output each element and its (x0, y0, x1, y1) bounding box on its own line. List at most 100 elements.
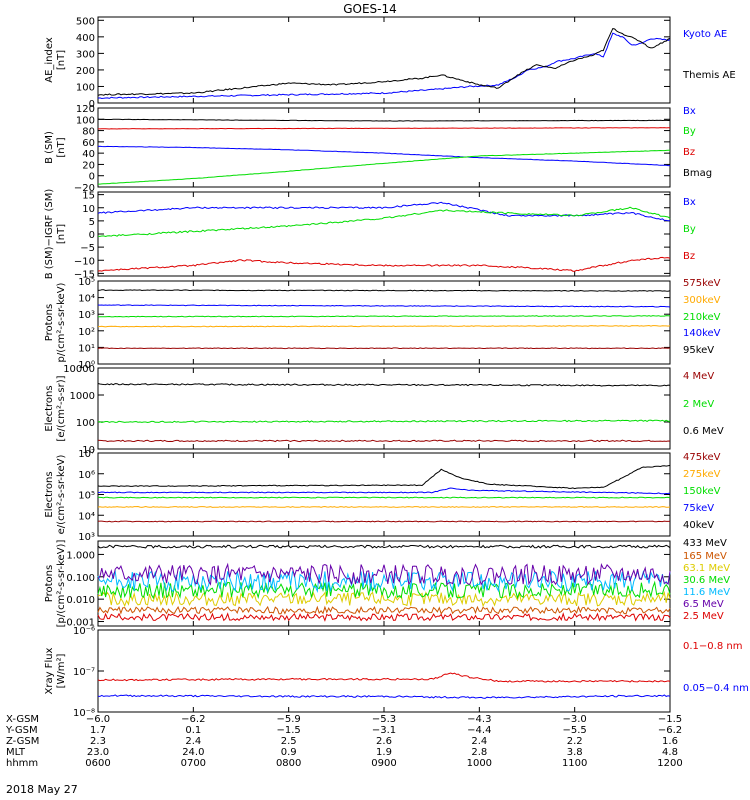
panel-frame (97, 280, 671, 365)
y-tick-label: 10⁷ (78, 449, 95, 460)
y-tick-label: 10² (78, 327, 95, 338)
legend-label: Bx (683, 106, 696, 117)
x-axis-value: 1.9 (376, 747, 392, 758)
y-tick-label: 400 (76, 33, 95, 44)
y-tick-label: 60 (82, 138, 95, 149)
y-tick-label: 10⁵ (78, 277, 95, 288)
series-line-300kev (97, 324, 671, 328)
legend-label: 2.5 MeV (683, 611, 724, 622)
series-line-165-mev (97, 605, 671, 615)
legend-label: 11.6 MeV (683, 587, 730, 598)
series-line-0-1-0-8-nm (97, 672, 671, 683)
y-tick-label: 0 (89, 172, 95, 183)
x-axis-value: 2.4 (185, 736, 201, 747)
panel-protons_mev: 0.001 0.010 0.100 1.000 Protons [p/(cm²-s-sr-… (44, 538, 730, 629)
y-axis-label: Protons (44, 565, 55, 602)
series-line-bz (98, 127, 670, 130)
series-line-63-1-mev (97, 590, 671, 608)
x-axis-value: 2.2 (567, 736, 583, 747)
legend-label: 150keV (683, 486, 721, 497)
legend-label: 475keV (683, 452, 721, 463)
y-tick-label: 200 (76, 66, 95, 77)
x-axis-value: 1000 (467, 758, 492, 769)
legend-label: 2 MeV (683, 399, 714, 410)
date-label: 2018 May 27 (6, 783, 78, 796)
legend-label: 275keV (683, 469, 721, 480)
legend-label: 75keV (683, 503, 714, 514)
legend-label: 0.1−0.8 nm (683, 641, 742, 652)
x-axis-value: −4.3 (467, 714, 491, 725)
legend-label: 0.6 MeV (683, 426, 724, 437)
y-axis-label: AE_index (44, 37, 55, 83)
series-line-by (98, 149, 671, 185)
y-tick-label: −15 (74, 269, 95, 280)
y-tick-label: 100 (76, 418, 95, 429)
panel-electrons_mev: 10 100 1000 10000 Electrons [e/(cm²-s-sr)] 4 M… (44, 364, 724, 456)
y-axis-label: [nT] (56, 224, 67, 244)
y-axis-label: Electrons (44, 385, 55, 431)
series-line-6-5-mev (97, 562, 671, 586)
x-axis-value: −3.1 (372, 725, 396, 736)
y-tick-label: 10⁴ (78, 511, 95, 522)
plot-title: GOES-14 (343, 2, 397, 16)
series-line-210kev (97, 315, 671, 318)
y-tick-label: 0 (89, 99, 95, 110)
panel-bigrf: −15 −10 −5 0 5 10 15 B (SM)−IGRF (SM) [nT] Bx By Bz (44, 189, 696, 281)
x-axis-value: −1.5 (658, 714, 682, 725)
y-tick-label: 300 (76, 49, 95, 60)
panel-frame (97, 540, 671, 627)
x-axis-value: 2.5 (281, 736, 297, 747)
x-axis-value: 1.6 (662, 736, 678, 747)
legend-label: 30.6 MeV (683, 575, 730, 586)
panel-electrons_kev: 10³ 10⁴ 10⁵ 10⁶ 10⁷ Electrons e/(cm²-s-sr-keV)… (44, 449, 721, 543)
y-tick-label: 10⁴ (78, 294, 95, 305)
y-tick-label: 0.100 (66, 573, 95, 584)
x-axis-value: 2.4 (471, 736, 487, 747)
y-tick-label: 10⁻⁸ (73, 708, 95, 719)
series-line-bx (97, 145, 670, 167)
x-axis-value: 24.0 (182, 747, 204, 758)
y-tick-label: 80 (82, 127, 95, 138)
y-tick-label: 10⁰ (78, 360, 95, 371)
x-axis-value: 0600 (85, 758, 110, 769)
x-axis-value: 2.8 (471, 747, 487, 758)
y-axis-label: Protons (44, 304, 55, 341)
legend-label: Bmag (683, 168, 712, 179)
legend-label: Bx (683, 197, 696, 208)
series-line-275kev (97, 505, 671, 508)
series-line-140kev (97, 304, 671, 308)
y-axis-label: B (SM)−IGRF (SM) (44, 189, 55, 280)
y-axis-label: p/(cm²-s-sr-keV) (56, 282, 67, 362)
x-axis-value: −5.9 (277, 714, 301, 725)
panel-protons_kev: 10⁰ 10¹ 10² 10³ 10⁴ 10⁵ Protons p/(cm²-s-sr-keV… (44, 277, 721, 371)
x-axis-row-label: Y-GSM (5, 725, 38, 736)
legend-label: 165 MeV (683, 551, 727, 562)
x-axis-value: −1.5 (277, 725, 301, 736)
series-line-575kev (97, 347, 671, 350)
x-axis-row-label: X-GSM (6, 714, 39, 725)
panel-frame (97, 191, 671, 277)
legend-label: 0.05−0.4 nm (683, 683, 749, 694)
x-axis-row-label: Z-GSM (6, 736, 39, 747)
y-tick-label: −10 (74, 256, 95, 267)
legend-label: 433 MeV (683, 538, 727, 549)
y-tick-label: 1.000 (66, 550, 95, 561)
legend-label: 63.1 MeV (683, 563, 730, 574)
x-axis-value: 0700 (181, 758, 206, 769)
panel-ae: 0 100 200 300 400 500 AE_index [nT] Kyoto AE Them… (44, 16, 736, 110)
y-axis-label: [e/(cm²-s-sr)] (56, 375, 67, 441)
legend-label: 95keV (683, 345, 714, 356)
x-axis-value: 3.8 (567, 747, 583, 758)
x-axis-value: 2.3 (90, 736, 106, 747)
panel-frame (97, 452, 671, 537)
x-axis-value: 2.6 (376, 736, 392, 747)
x-axis-value: 4.8 (662, 747, 678, 758)
x-axis-value: −6.2 (181, 714, 205, 725)
y-tick-label: 15 (82, 191, 95, 202)
y-tick-label: 10 (82, 204, 95, 215)
x-axis-value: 1100 (562, 758, 587, 769)
y-axis-label: [nT] (56, 50, 67, 70)
legend-label: Kyoto AE (683, 29, 727, 40)
